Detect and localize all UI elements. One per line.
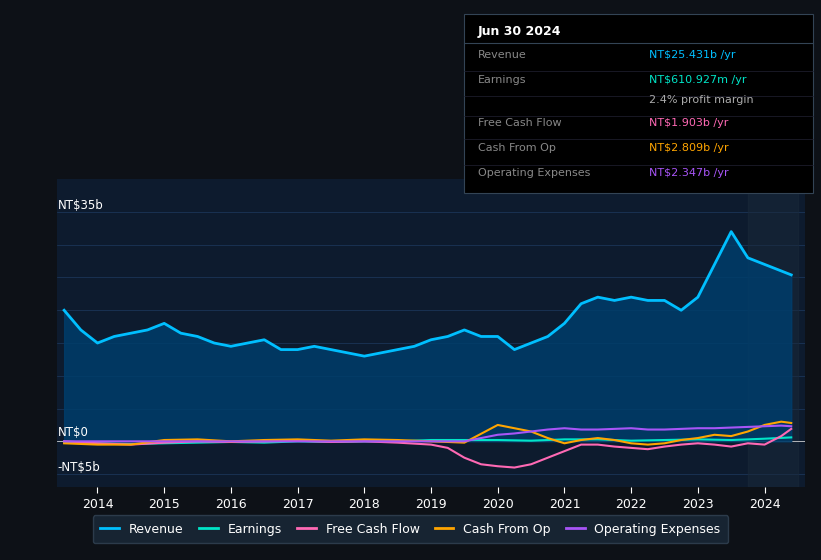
Text: NT$25.431b /yr: NT$25.431b /yr (649, 50, 736, 60)
FancyBboxPatch shape (464, 14, 813, 193)
Text: Cash From Op: Cash From Op (478, 143, 556, 153)
Text: NT$35b: NT$35b (57, 199, 103, 212)
Text: Jun 30 2024: Jun 30 2024 (478, 25, 562, 38)
Text: NT$2.347b /yr: NT$2.347b /yr (649, 168, 728, 178)
Text: Free Cash Flow: Free Cash Flow (478, 118, 562, 128)
Legend: Revenue, Earnings, Free Cash Flow, Cash From Op, Operating Expenses: Revenue, Earnings, Free Cash Flow, Cash … (93, 515, 728, 543)
Text: NT$0: NT$0 (57, 426, 89, 440)
Text: NT$610.927m /yr: NT$610.927m /yr (649, 75, 746, 85)
Text: NT$2.809b /yr: NT$2.809b /yr (649, 143, 728, 153)
Text: Earnings: Earnings (478, 75, 526, 85)
Text: Operating Expenses: Operating Expenses (478, 168, 590, 178)
Text: Revenue: Revenue (478, 50, 526, 60)
Bar (748, 179, 798, 487)
Text: -NT$5b: -NT$5b (57, 461, 100, 474)
Text: NT$1.903b /yr: NT$1.903b /yr (649, 118, 728, 128)
Text: 2.4% profit margin: 2.4% profit margin (649, 95, 754, 105)
